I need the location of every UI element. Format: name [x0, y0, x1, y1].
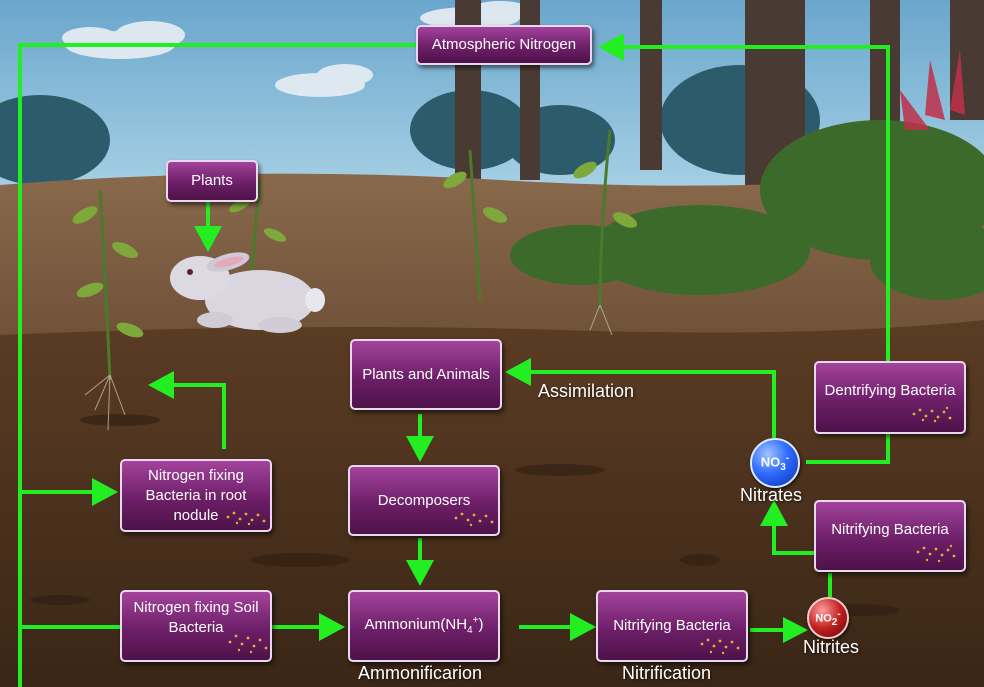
- atmospheric-nitrogen-box: Atmospheric Nitrogen: [416, 25, 592, 65]
- nitrite-ion-icon: NO2-: [807, 597, 849, 639]
- ammonification-label: Ammonificarion: [358, 663, 483, 683]
- bacteria-icon: [228, 634, 268, 654]
- cycle-arrows: [18, 43, 890, 687]
- nitrate-ion-icon: NO3-: [750, 438, 800, 488]
- atmospheric-nitrogen-label: Atmospheric Nitrogen: [431, 36, 577, 53]
- dentrifying-bacteria-box: Dentrifying Bacteria: [814, 361, 966, 434]
- plants-box: Plants: [166, 160, 258, 202]
- nitrogen-fixing-root-box: Nitrogen fixing Bacteria in root nodule: [120, 459, 272, 532]
- nitrate-ion-label: NO3-: [760, 453, 790, 473]
- bacteria-icon: [912, 406, 952, 423]
- nitrifying-bacteria-bottom-box: Nitrifying Bacteria: [596, 590, 748, 662]
- red-plant: [900, 50, 965, 130]
- bacteria-icon: [226, 511, 266, 526]
- nitrates-label: Nitrates: [740, 485, 803, 505]
- nitrogen-fixing-soil-box: Nitrogen fixing Soil Bacteria: [120, 590, 272, 662]
- nitrifying-bacteria-right-box: Nitrifying Bacteria: [814, 500, 966, 572]
- arrowheads: [92, 33, 808, 643]
- ammonium-box: Ammonium(NH4+): [348, 590, 500, 662]
- nitrifying-bacteria-bottom-label: Nitrifying Bacteria: [613, 617, 731, 634]
- clouds: [62, 1, 530, 97]
- nitrogen-fixing-soil-label: Nitrogen fixing Soil Bacteria: [133, 599, 259, 636]
- plants-and-animals-box: Plants and Animals: [350, 339, 502, 410]
- decomposers-label: Decomposers: [377, 491, 471, 509]
- nitrification-label: Nitrification: [622, 663, 712, 683]
- bushes: [510, 120, 984, 300]
- nitrite-ion-label: NO2-: [815, 608, 841, 628]
- plants-label: Plants: [191, 172, 233, 189]
- bacteria-icon: [916, 544, 956, 563]
- bacteria-icon: [700, 638, 740, 655]
- soil-texture: [30, 414, 900, 616]
- assimilation-label: Assimilation: [538, 381, 635, 401]
- plant-leaves: [72, 161, 638, 338]
- bacteria-icon: [454, 512, 494, 527]
- dentrifying-bacteria-label: Dentrifying Bacteria: [824, 382, 956, 399]
- ammonium-label: Ammonium(NH4+): [364, 615, 484, 636]
- rabbit-illustration: [170, 252, 325, 333]
- nitrites-label: Nitrites: [803, 637, 860, 657]
- plants-and-animals-label: Plants and Animals: [362, 365, 490, 383]
- roots: [84, 304, 613, 431]
- nitrifying-bacteria-right-label: Nitrifying Bacteria: [831, 521, 949, 538]
- nitrogen-fixing-root-label: Nitrogen fixing Bacteria in root nodule: [145, 466, 247, 524]
- decomposers-box: Decomposers: [348, 465, 500, 536]
